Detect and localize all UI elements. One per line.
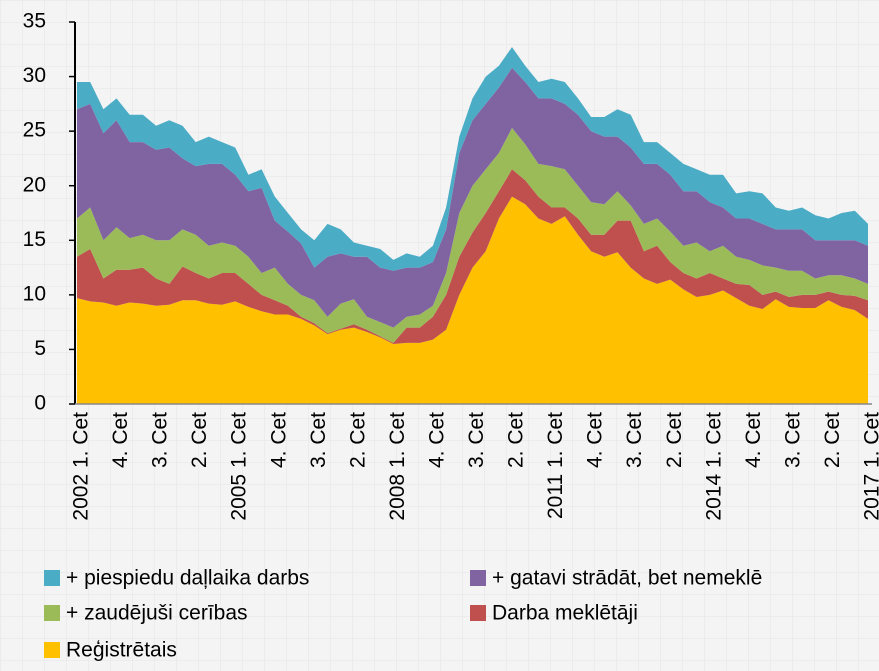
- x-tick-label: 2008 1. Cet: [386, 412, 409, 521]
- area: [77, 47, 868, 271]
- x-tick-label: 2. Cet: [821, 412, 844, 468]
- x-tick-label: 4. Cet: [109, 412, 132, 468]
- y-tick-label: 15: [23, 228, 46, 251]
- x-tick-label: 4. Cet: [267, 412, 290, 468]
- legend-label: Darba meklētāji: [492, 602, 638, 625]
- y-tick-label: 10: [23, 282, 46, 305]
- legend-label: Reģistrētais: [66, 639, 177, 662]
- x-tick-label: 4. Cet: [742, 412, 765, 468]
- legend-label: + gatavi strādāt, bet nemeklē: [492, 567, 762, 590]
- x-tick-label: 3. Cet: [465, 412, 488, 468]
- legend-label: + zaudējuši cerības: [66, 602, 248, 625]
- area: [77, 127, 868, 343]
- y-tick-label: 35: [23, 10, 46, 33]
- x-tick-label: 2002 1. Cet: [70, 412, 93, 521]
- x-tick-label: 3. Cet: [623, 412, 646, 468]
- x-tick-label: 3. Cet: [307, 412, 330, 468]
- x-tick-label: 2005 1. Cet: [228, 412, 251, 521]
- legend-label: + piespiedu daļlaika darbs: [66, 567, 309, 590]
- y-tick-label: 25: [23, 119, 46, 142]
- x-tick-label: 2017 1. Cet: [861, 412, 879, 521]
- y-tick-label: 30: [23, 64, 46, 87]
- x-tick-label: 4. Cet: [584, 412, 607, 468]
- y-tick-label: 0: [34, 392, 46, 415]
- x-tick-label: 2. Cet: [505, 412, 528, 468]
- area: [77, 67, 868, 328]
- area: [77, 196, 868, 404]
- x-tick-label: 2011 1. Cet: [544, 412, 567, 519]
- legend-swatch: [470, 605, 486, 621]
- legend-swatch: [44, 570, 60, 586]
- x-tick-label: 2014 1. Cet: [702, 412, 725, 521]
- x-tick-label: 3. Cet: [149, 412, 172, 468]
- area: [77, 169, 868, 344]
- x-tick-label: 2. Cet: [663, 412, 686, 468]
- x-tick-label: 4. Cet: [425, 412, 448, 468]
- legend-swatch: [44, 642, 60, 658]
- y-tick-label: 5: [34, 337, 46, 360]
- x-tick-label: 3. Cet: [781, 412, 804, 468]
- legend-swatch: [470, 570, 486, 586]
- x-tick-label: 2. Cet: [346, 412, 369, 468]
- y-tick-label: 20: [23, 173, 46, 196]
- x-tick-label: 2. Cet: [188, 412, 211, 468]
- legend-swatch: [44, 605, 60, 621]
